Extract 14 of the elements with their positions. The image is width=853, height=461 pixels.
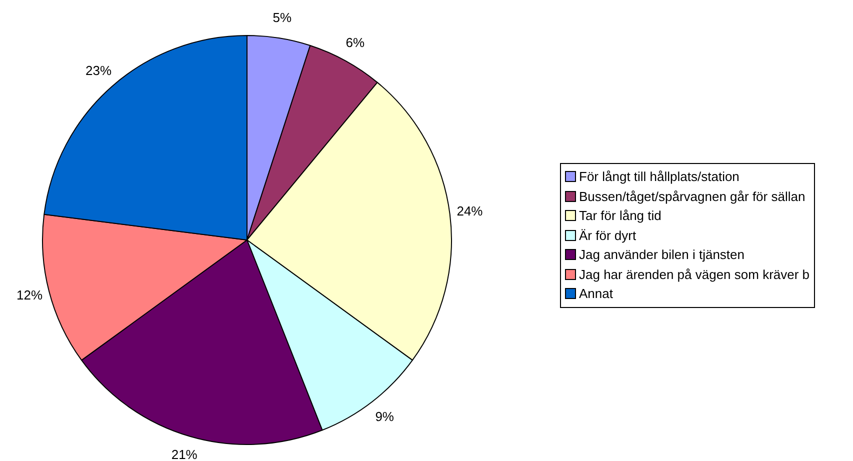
data-label: 6% xyxy=(346,34,365,50)
data-label: 9% xyxy=(375,408,394,424)
data-label: 23% xyxy=(86,63,112,78)
data-label: 12% xyxy=(16,287,43,302)
data-label: 24% xyxy=(456,203,484,218)
legend-label: Jag har ärenden på vägen som kräver b xyxy=(579,266,810,284)
legend-label: Jag använder bilen i tjänsten xyxy=(579,246,745,264)
legend-label: Annat xyxy=(579,285,613,303)
data-label: 5% xyxy=(272,10,292,25)
data-label: 21% xyxy=(171,447,198,461)
legend-label: För långt till hållplats/station xyxy=(579,168,740,186)
legend-label: Är för dyrt xyxy=(579,226,636,245)
legend-label: Bussen/tåget/spårvagnen går för sällan xyxy=(579,188,806,206)
legend-label: Tar för lång tid xyxy=(579,207,662,225)
